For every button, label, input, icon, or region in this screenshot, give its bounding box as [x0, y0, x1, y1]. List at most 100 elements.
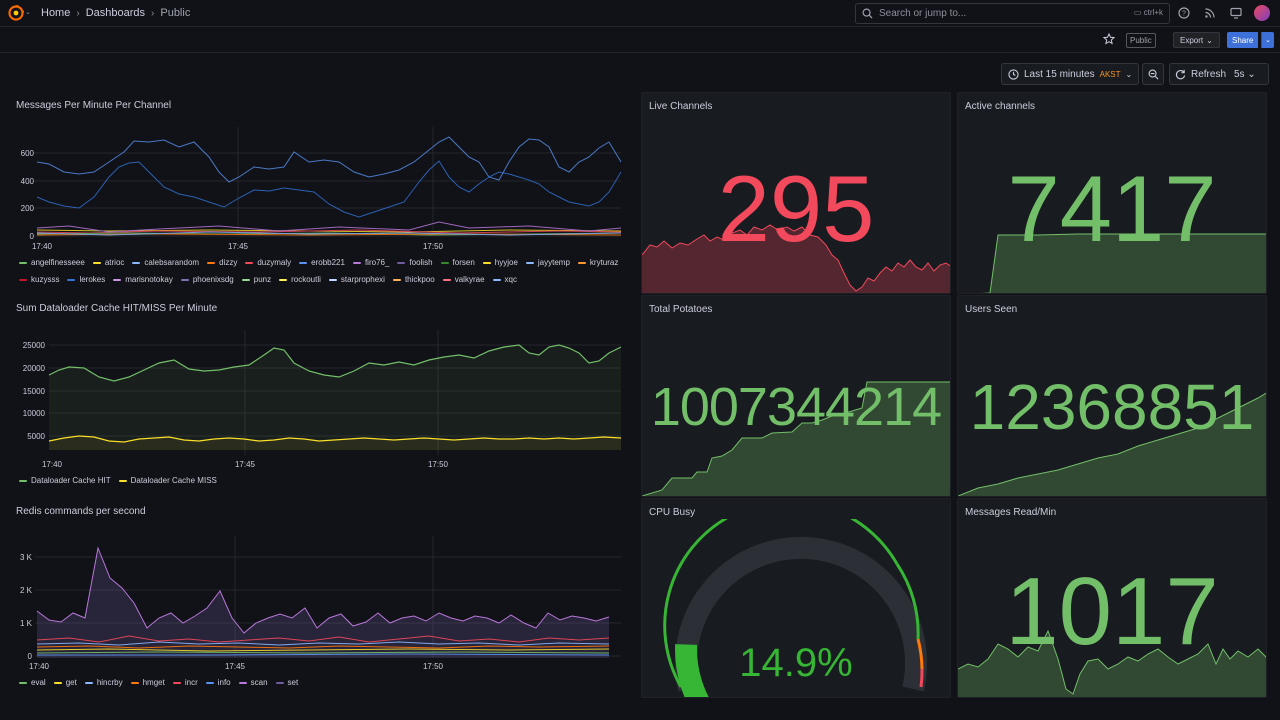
share-dropdown-button[interactable]: ⌄ [1261, 32, 1274, 48]
panel-title: Sum Dataloader Cache HIT/MISS Per Minute [16, 303, 218, 314]
user-avatar[interactable] [1254, 5, 1270, 21]
rss-icon[interactable] [1202, 5, 1218, 21]
legend-item[interactable]: marisnotokay [113, 275, 173, 284]
legend-item[interactable]: starprophexi [328, 275, 385, 284]
legend-swatch [67, 278, 76, 281]
legend-swatch [525, 261, 534, 264]
cpu-busy-gauge [663, 519, 927, 697]
redis-chart[interactable]: 3 K 2 K 1 K 0 17:40 17:45 17:50 [9, 528, 627, 688]
legend-item[interactable]: info [205, 678, 231, 687]
legend-item[interactable]: punz [241, 275, 271, 284]
panel-title: Live Channels [649, 101, 713, 112]
legend-label: set [287, 678, 299, 687]
share-button[interactable]: Share [1227, 32, 1259, 48]
legend-item[interactable]: phoenixsdg [180, 275, 234, 284]
legend-item[interactable]: get [53, 678, 77, 687]
legend-swatch [492, 278, 501, 281]
legend-item[interactable]: atrioc [92, 258, 125, 267]
legend-item[interactable]: forsen [440, 258, 475, 267]
legend-item[interactable]: kuzysss [19, 275, 59, 284]
refresh-button[interactable]: Refresh 5s ⌄ [1169, 63, 1269, 85]
chart-legend: eval get hincrby hmget incr info scan set [19, 678, 624, 687]
legend-item[interactable]: hmget [130, 678, 165, 687]
time-range-picker[interactable]: Last 15 minutes AKST ⌄ [1001, 63, 1139, 85]
legend-swatch [577, 261, 586, 264]
legend-item[interactable]: calebsarandom [132, 258, 199, 267]
total-potatoes-sparkline [642, 381, 950, 496]
legend-item[interactable]: kryturaz [577, 258, 618, 267]
legend-item[interactable]: rockoutli [279, 275, 321, 284]
legend-swatch [113, 278, 122, 281]
chevron-down-icon[interactable]: ⌄ [25, 9, 31, 16]
y-tick: 1 K [20, 619, 33, 628]
legend-item[interactable]: erobb221 [299, 258, 345, 267]
zoom-out-button[interactable] [1142, 63, 1164, 85]
legend-item[interactable]: eval [19, 678, 46, 687]
export-button[interactable]: Export ⌄ [1173, 32, 1220, 48]
messages-per-minute-panel: Messages Per Minute Per Channel 600 400 … [9, 92, 627, 290]
legend-item[interactable]: Dataloader Cache MISS [118, 476, 217, 485]
legend-item[interactable]: lerokes [67, 275, 105, 284]
legend-item[interactable]: xqc [492, 275, 517, 284]
legend-label: angelfinesseee [31, 258, 85, 267]
legend-label: duzymaly [257, 258, 292, 267]
live-channels-sparkline [642, 224, 950, 293]
star-icon[interactable] [1102, 32, 1116, 48]
legend-label: get [65, 678, 77, 687]
series-line [36, 641, 610, 646]
legend-label: foolish [409, 258, 433, 267]
stat-value: 1007344214 [650, 377, 942, 437]
users-seen-panel: Users Seen 12368851 [957, 295, 1267, 497]
legend-label: rockoutli [291, 275, 321, 284]
legend-item[interactable]: thickpoo [392, 275, 435, 284]
legend-label: phoenixsdg [192, 275, 234, 284]
chevron-right-icon: › [151, 7, 155, 19]
x-tick: 17:40 [42, 460, 63, 469]
grafana-logo-icon[interactable] [8, 4, 25, 21]
legend-item[interactable]: hincrby [84, 678, 123, 687]
panel-title: Redis commands per second [16, 506, 146, 517]
y-tick: 2 K [20, 586, 33, 595]
legend-swatch [392, 278, 401, 281]
gauge-value-arc [675, 644, 709, 697]
legend-label: dizzy [219, 258, 238, 267]
y-tick: 15000 [23, 387, 46, 396]
legend-swatch [299, 261, 308, 264]
breadcrumb-home[interactable]: Home [41, 7, 71, 19]
legend-item[interactable]: set [275, 678, 299, 687]
breadcrumb-dashboards[interactable]: Dashboards [85, 7, 146, 19]
legend-item[interactable]: dizzy [207, 258, 237, 267]
legend-item[interactable]: foolish [397, 258, 433, 267]
legend-swatch [19, 681, 27, 684]
refresh-label: Refresh [1191, 68, 1227, 80]
series-line [36, 229, 622, 234]
stat-value: 12368851 [969, 371, 1255, 443]
legend-swatch [205, 681, 214, 684]
help-icon[interactable]: ? [1176, 5, 1192, 21]
y-tick: 25000 [23, 341, 46, 350]
series-line [37, 653, 610, 656]
legend-item[interactable]: jayytemp [525, 258, 570, 267]
legend-item[interactable]: incr [172, 678, 198, 687]
legend-item[interactable]: valkyrae [442, 275, 485, 284]
legend-item[interactable]: angelfinesseee [19, 258, 85, 267]
legend-label: info [217, 678, 231, 687]
legend-item[interactable]: Dataloader Cache HIT [19, 476, 111, 485]
search-input[interactable]: Search or jump to... ▭ ctrl+k [855, 3, 1170, 24]
legend-swatch [19, 479, 27, 482]
legend-swatch [172, 681, 181, 684]
legend-item[interactable]: scan [238, 678, 268, 687]
panel-title: Active channels [965, 101, 1036, 112]
panel-title: CPU Busy [649, 507, 696, 518]
legend-item[interactable]: duzymaly [245, 258, 291, 267]
chart-legend: angelfinesseee atrioc calebsarandom dizzy du… [19, 258, 624, 284]
series-line [36, 231, 622, 236]
legend-item[interactable]: firo76_ [352, 258, 389, 267]
refresh-interval-select[interactable]: 5s ⌄ [1234, 69, 1256, 80]
legend-item[interactable]: hyyjoe [482, 258, 518, 267]
legend-label: atrioc [104, 258, 125, 267]
messages-chart[interactable]: 600 400 200 0 17:40 17:45 17:50 [9, 122, 627, 282]
dataloader-chart[interactable]: 25000 20000 15000 10000 5000 17:40 17:45… [9, 325, 627, 485]
monitor-icon[interactable] [1228, 5, 1244, 21]
active-channels-panel: Active channels 7417 [957, 92, 1267, 294]
